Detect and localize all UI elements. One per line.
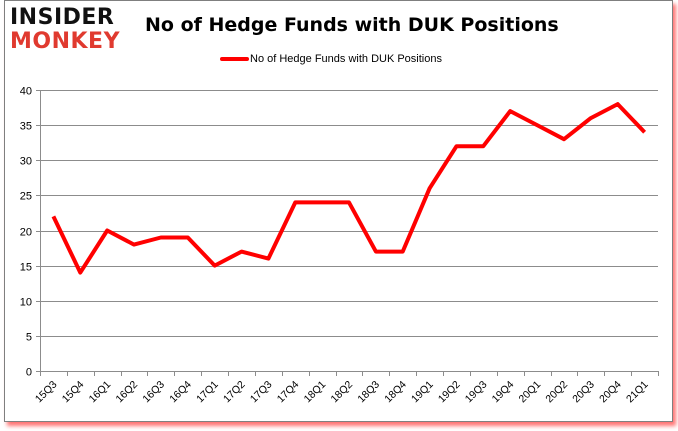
x-tick-label: 18Q1 — [302, 379, 329, 406]
y-tick-label: 0 — [26, 367, 32, 379]
x-tick-label: 16Q3 — [140, 379, 167, 406]
axes — [36, 90, 659, 376]
x-tick-label: 17Q4 — [275, 379, 302, 406]
y-tick-label: 25 — [20, 191, 32, 203]
y-tick-label: 20 — [20, 227, 32, 239]
chart-legend: No of Hedge Funds with DUK Positions — [220, 53, 442, 65]
y-tick-label: 35 — [20, 121, 32, 133]
x-tick-label: 18Q3 — [355, 379, 382, 406]
x-tick-label: 19Q2 — [436, 379, 463, 406]
chart-frame — [4, 0, 673, 422]
x-tick-label: 15Q3 — [33, 379, 60, 406]
x-tick-label: 17Q2 — [221, 379, 248, 406]
x-tick-label: 17Q1 — [194, 379, 221, 406]
x-tick-label: 15Q4 — [60, 379, 87, 406]
x-tick-label: 17Q3 — [248, 379, 275, 406]
gridlines — [40, 90, 658, 337]
x-tick-label: 21Q1 — [624, 379, 651, 406]
x-tick-label: 19Q4 — [490, 379, 517, 406]
legend-line-swatch — [220, 57, 249, 61]
x-axis-ticks: 15Q3 15Q4 16Q1 16Q2 16Q3 16Q4 17Q1 17Q2 17Q3 17Q4… — [33, 379, 651, 406]
x-tick-label: 19Q3 — [463, 379, 490, 406]
x-tick-label: 20Q2 — [543, 379, 570, 406]
legend-label: No of Hedge Funds with DUK Positions — [250, 53, 442, 65]
x-tick-label: 20Q1 — [517, 379, 544, 406]
y-axis-ticks: 0 5 10 15 20 25 30 35 40 — [20, 86, 32, 379]
x-tick-label: 18Q2 — [328, 379, 355, 406]
x-tick-label: 16Q4 — [167, 379, 194, 406]
chart-title: No of Hedge Funds with DUK Positions — [145, 14, 559, 36]
insider-monkey-logo: INSIDER MONKEY — [10, 6, 130, 56]
x-tick-label: 16Q2 — [114, 379, 141, 406]
logo-text-top: INSIDER — [10, 5, 115, 30]
y-tick-label: 5 — [26, 332, 32, 344]
y-tick-label: 30 — [20, 156, 32, 168]
x-tick-label: 19Q1 — [409, 379, 436, 406]
x-tick-label: 16Q1 — [87, 379, 114, 406]
series-line — [51, 102, 647, 275]
x-tick-label: 20Q3 — [570, 379, 597, 406]
logo-text-bottom: MONKEY — [10, 29, 121, 54]
x-tick-label: 20Q4 — [597, 379, 624, 406]
x-tick-label: 18Q4 — [382, 379, 409, 406]
y-tick-label: 15 — [20, 262, 32, 274]
y-tick-label: 40 — [20, 86, 32, 98]
y-tick-label: 10 — [20, 297, 32, 309]
